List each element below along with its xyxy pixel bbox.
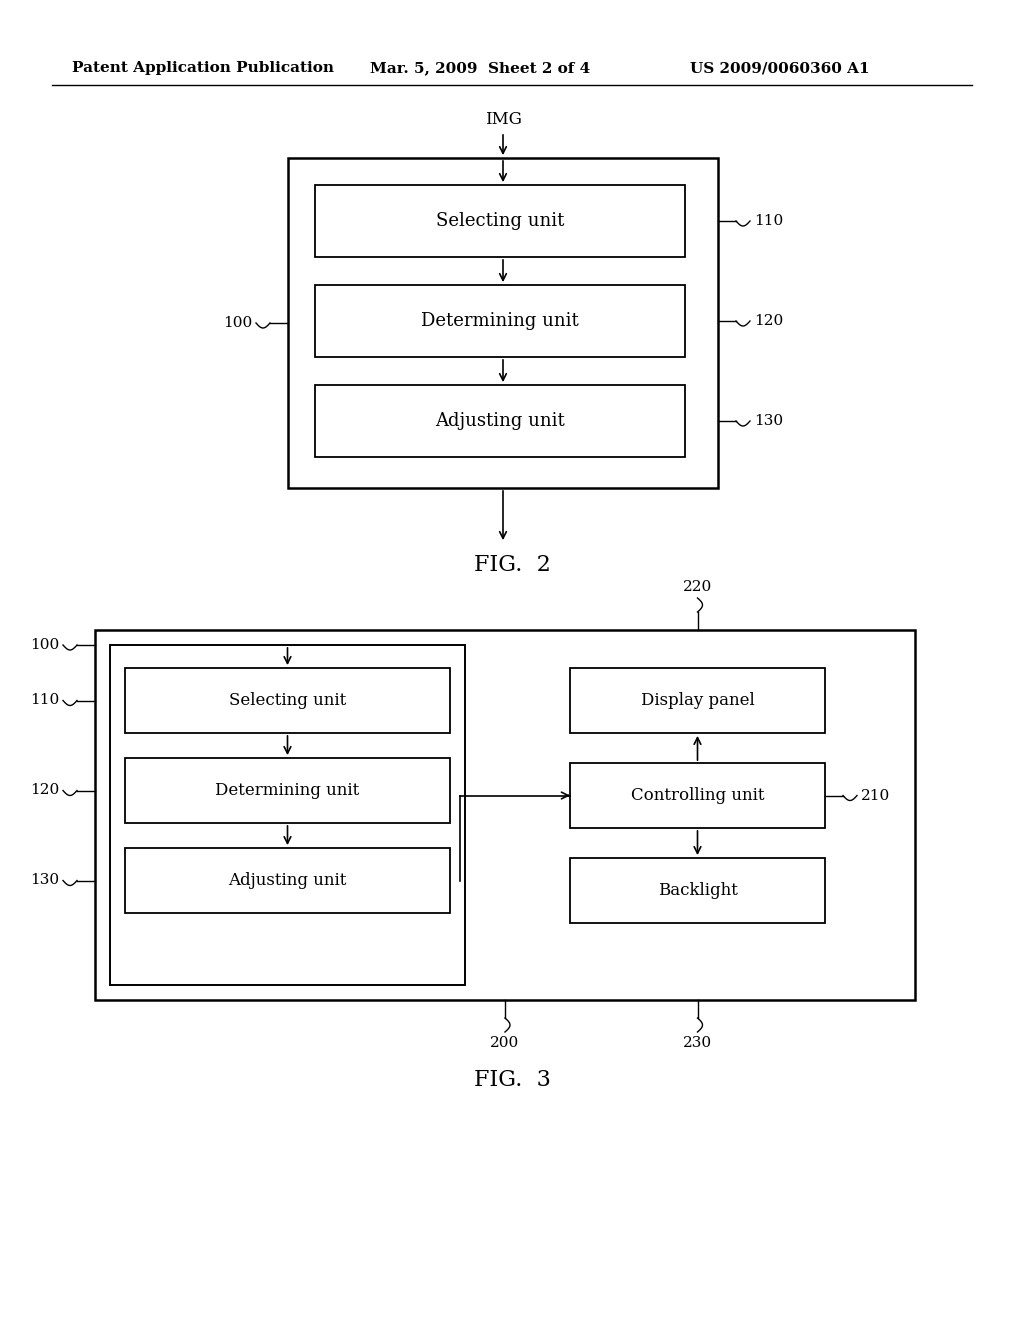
Text: Adjusting unit: Adjusting unit [435,412,565,430]
Bar [315,285,685,356]
Text: 130: 130 [30,874,59,887]
Bar [315,185,685,257]
Bar [315,385,685,457]
Text: 110: 110 [754,214,783,228]
Text: 200: 200 [490,1036,519,1049]
Text: Mar. 5, 2009  Sheet 2 of 4: Mar. 5, 2009 Sheet 2 of 4 [370,61,590,75]
Text: 100: 100 [223,315,252,330]
Text: US 2009/0060360 A1: US 2009/0060360 A1 [690,61,869,75]
Text: IMG: IMG [484,111,521,128]
Text: Patent Application Publication: Patent Application Publication [72,61,334,75]
Bar [125,668,450,733]
Text: 130: 130 [754,414,783,428]
Text: Determining unit: Determining unit [215,781,359,799]
Bar [570,858,825,923]
Text: Backlight: Backlight [657,882,737,899]
Bar [125,758,450,822]
Text: 120: 120 [30,784,59,797]
Text: Display panel: Display panel [641,692,755,709]
Text: 120: 120 [754,314,783,327]
Text: Determining unit: Determining unit [421,312,579,330]
Bar [288,158,718,488]
Bar [570,763,825,828]
Text: Controlling unit: Controlling unit [631,787,764,804]
Text: FIG.  2: FIG. 2 [474,554,550,576]
Bar [570,668,825,733]
Text: Selecting unit: Selecting unit [229,692,346,709]
Text: 110: 110 [30,693,59,708]
Bar [125,847,450,913]
Bar [110,645,465,985]
Bar [95,630,915,1001]
Text: 100: 100 [30,638,59,652]
Text: Selecting unit: Selecting unit [436,213,564,230]
Text: 220: 220 [683,579,712,594]
Text: 230: 230 [683,1036,712,1049]
Text: FIG.  3: FIG. 3 [473,1069,551,1092]
Text: Adjusting unit: Adjusting unit [228,873,347,888]
Text: 210: 210 [861,788,890,803]
